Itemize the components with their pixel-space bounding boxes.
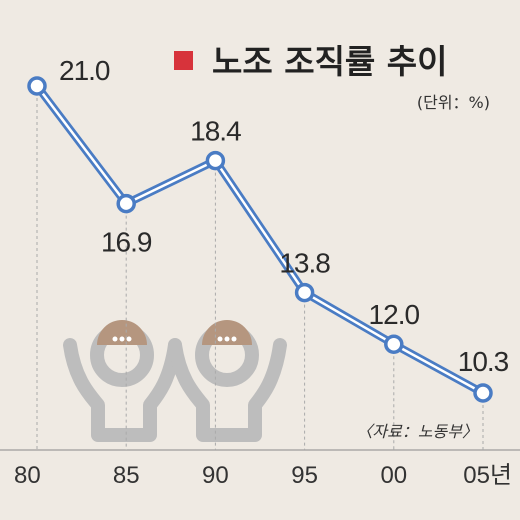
data-labels: 21.0 16.9 18.4 13.8 12.0 10.3 xyxy=(59,55,510,377)
data-point xyxy=(473,383,493,403)
x-tick-label: 80 xyxy=(14,462,41,489)
x-tick-label: 05년 xyxy=(463,462,512,489)
data-point xyxy=(294,282,315,303)
data-label: 12.0 xyxy=(369,299,420,330)
data-label: 16.9 xyxy=(101,227,152,258)
eyes xyxy=(112,336,237,342)
people-cheering-icon xyxy=(63,323,182,442)
data-label: 18.4 xyxy=(190,116,241,147)
data-points xyxy=(27,76,493,403)
x-tick-label: 85 xyxy=(113,462,140,489)
data-point xyxy=(384,334,404,354)
x-tick-label: 90 xyxy=(202,462,229,489)
title-marker xyxy=(174,51,193,70)
people-cheering-icon xyxy=(168,323,287,442)
data-point xyxy=(205,150,226,171)
source-note: 〈자료：노동부〉 xyxy=(356,422,478,441)
x-tick-labels: 80 85 90 95 00 05년 xyxy=(14,462,512,489)
chart-title: 노조 조직률 추이 xyxy=(212,42,448,81)
series-line-inner xyxy=(36,85,484,395)
series-line xyxy=(33,83,485,397)
x-tick-label: 00 xyxy=(380,462,407,489)
data-point xyxy=(116,193,136,214)
data-label: 10.3 xyxy=(458,346,509,377)
data-point xyxy=(27,76,47,96)
x-tick-label: 95 xyxy=(291,462,318,489)
grid-lines xyxy=(36,86,484,450)
data-label: 21.0 xyxy=(59,55,110,86)
data-label: 13.8 xyxy=(279,248,330,279)
hair-accent xyxy=(202,320,252,345)
hair-accent xyxy=(97,320,147,345)
unit-label: (단위：%) xyxy=(417,93,490,112)
